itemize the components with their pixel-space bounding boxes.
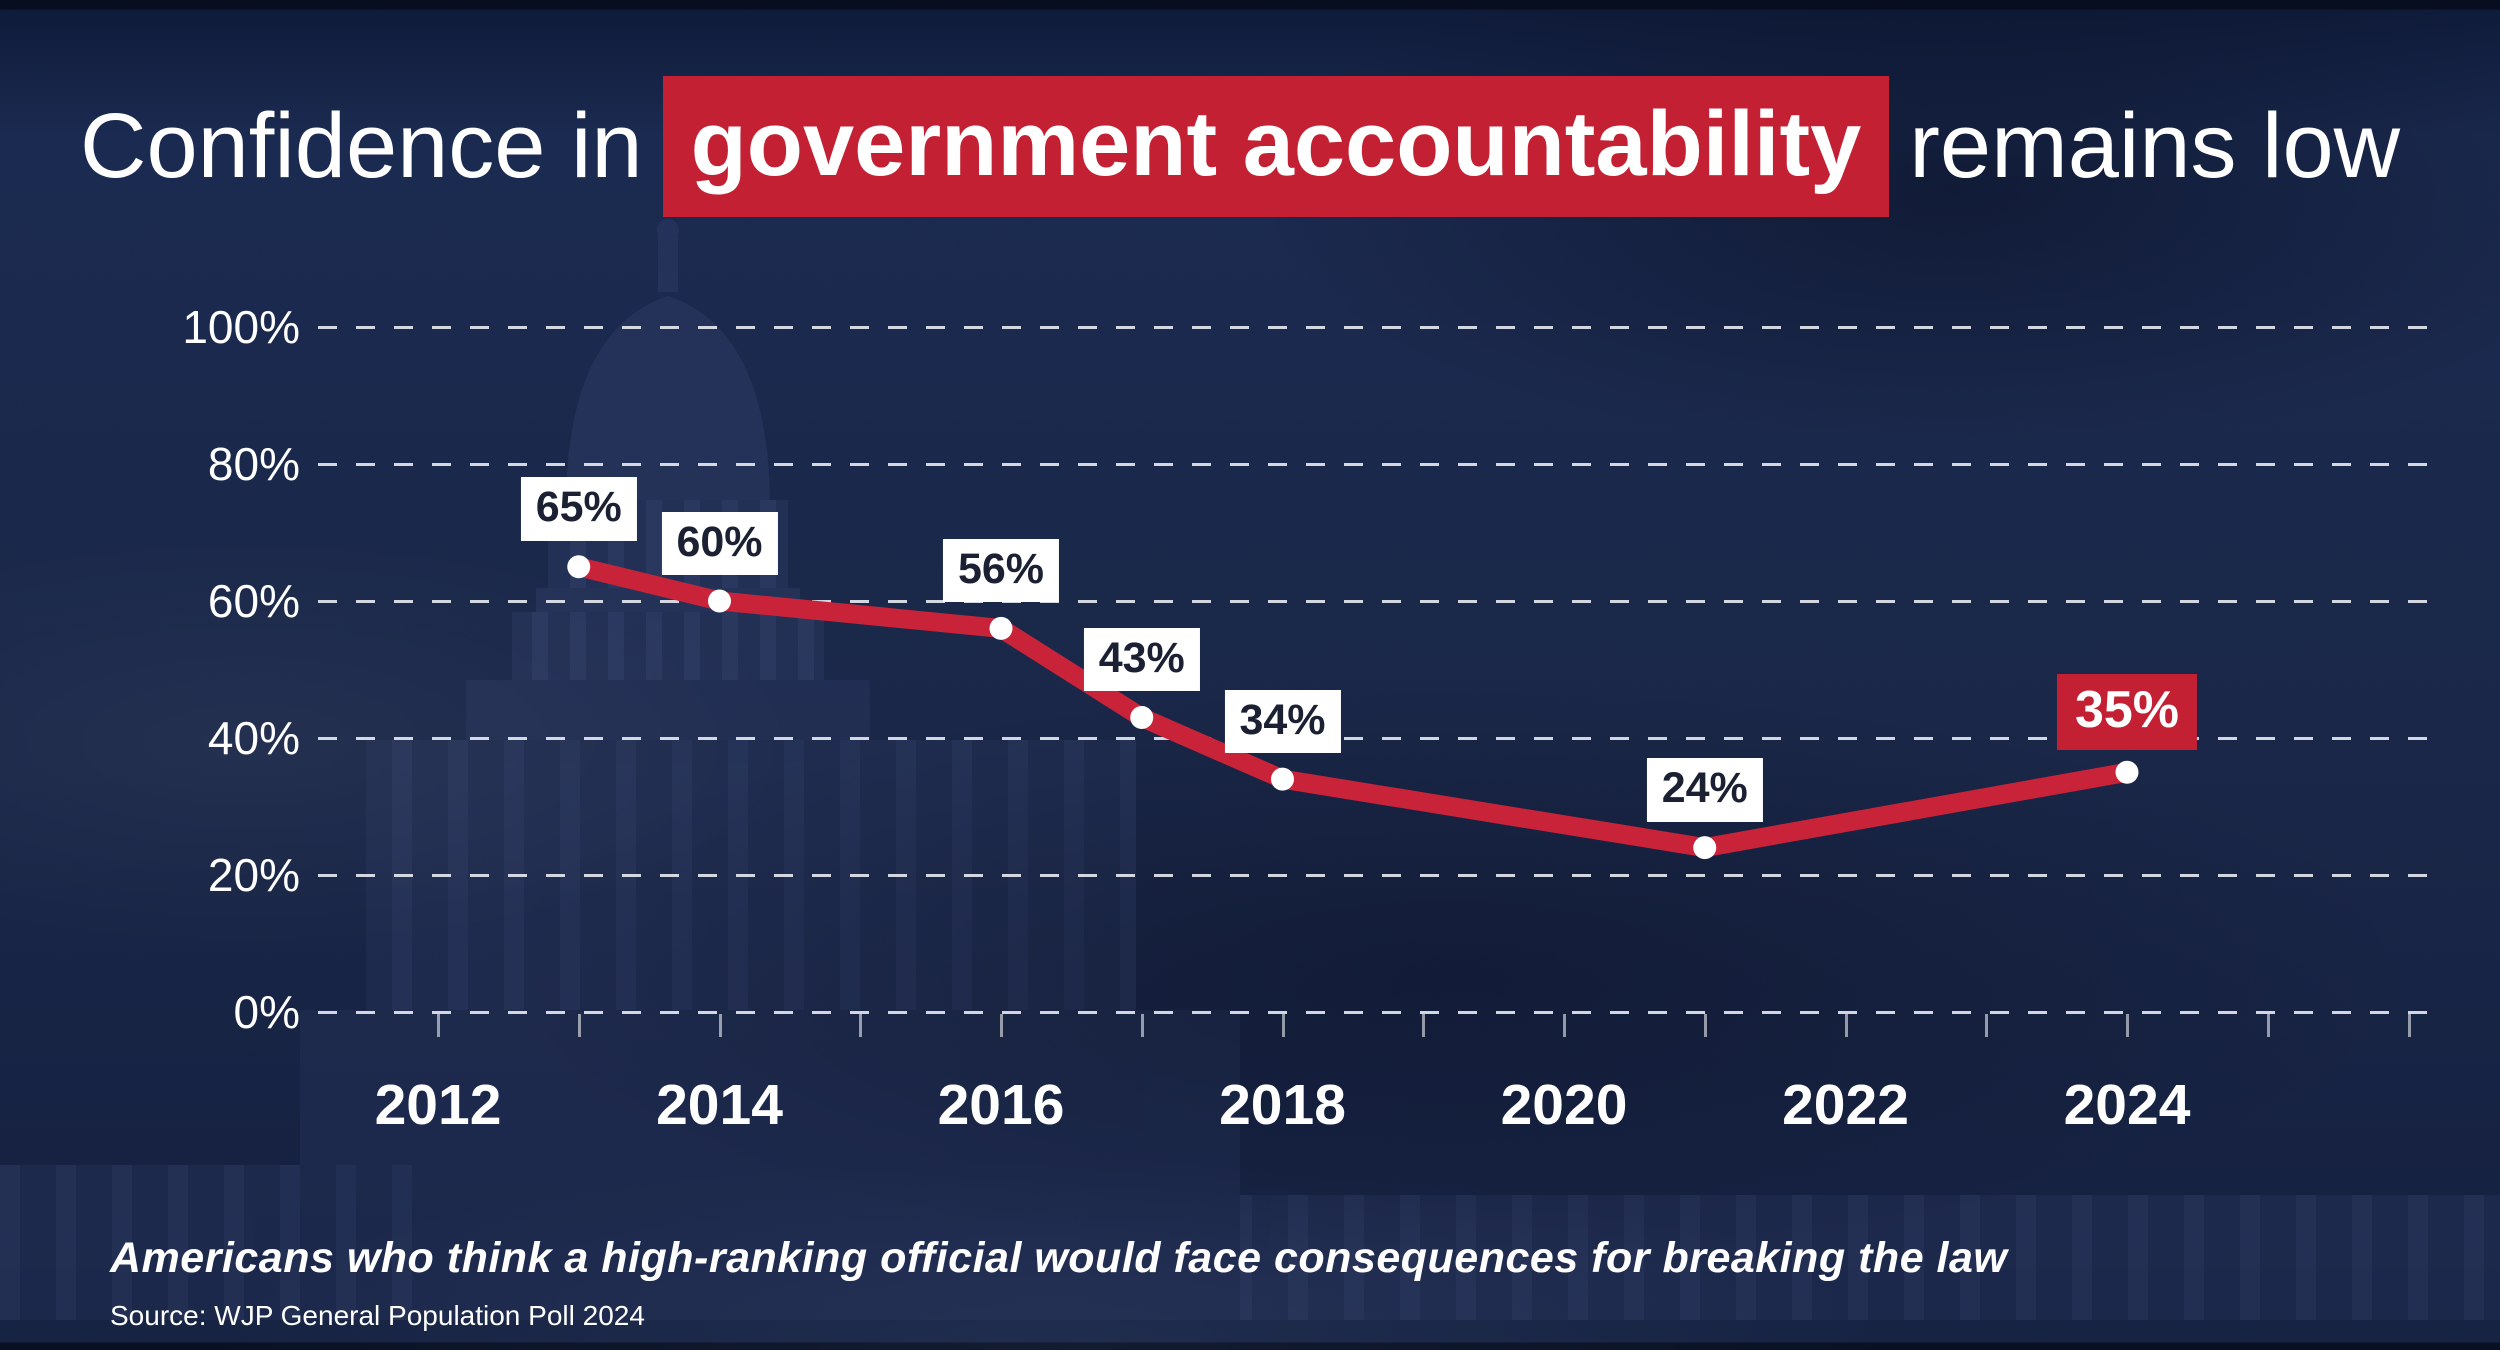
axis-tick — [1422, 1014, 1426, 1037]
data-label: 34% — [1224, 689, 1341, 754]
axis-tick — [1703, 1014, 1707, 1037]
y-axis-label: 60% — [207, 575, 300, 627]
title-prefix: Confidence in — [80, 94, 643, 197]
data-label: 24% — [1646, 758, 1763, 822]
data-point — [567, 555, 591, 579]
x-axis-label: 2012 — [374, 1073, 502, 1137]
chart-subtitle: Americans who think a high-ranking offic… — [110, 1234, 2008, 1282]
data-point — [1693, 836, 1717, 860]
source-note: Source: WJP General Population Poll 2024 — [110, 1300, 645, 1331]
data-point — [1130, 705, 1154, 729]
data-point — [989, 616, 1013, 640]
gridline — [318, 1011, 2442, 1014]
data-label: 60% — [661, 511, 778, 575]
y-axis-label: 20% — [207, 849, 300, 901]
axis-tick — [437, 1014, 440, 1037]
gridline — [318, 874, 2442, 877]
gridline — [318, 463, 2442, 466]
axis-tick — [2126, 1014, 2129, 1037]
title-highlight: government accountability — [662, 75, 1890, 217]
axis-tick — [2266, 1014, 2270, 1037]
axis-tick — [1985, 1014, 1989, 1037]
axis-tick — [1281, 1014, 1285, 1037]
axis-tick — [859, 1014, 863, 1037]
y-axis-label: 40% — [207, 712, 300, 764]
y-axis-label: 80% — [207, 438, 300, 490]
x-axis-label: 2024 — [2063, 1073, 2191, 1137]
title-suffix: remains low — [1909, 94, 2401, 197]
axis-tick — [718, 1014, 722, 1037]
page-title: Confidence in government accountability re… — [80, 75, 2401, 217]
axis-tick — [2407, 1014, 2411, 1037]
data-point — [2115, 760, 2139, 784]
x-axis-label: 2022 — [1782, 1073, 1909, 1137]
axis-tick — [1563, 1014, 1566, 1037]
gridline — [318, 326, 2442, 329]
x-axis-label: 2018 — [1219, 1073, 1346, 1137]
axis-tick — [1000, 1014, 1003, 1037]
axis-tick — [1140, 1014, 1144, 1037]
gridline — [318, 600, 2442, 603]
data-label: 56% — [942, 539, 1060, 603]
x-axis-label: 2014 — [656, 1073, 783, 1137]
data-point — [1271, 767, 1294, 791]
x-axis-label: 2016 — [937, 1073, 1065, 1137]
y-axis-label: 0% — [233, 986, 300, 1038]
trend-line — [569, 557, 2137, 858]
axis-tick — [577, 1014, 581, 1037]
axis-tick — [1844, 1014, 1848, 1037]
x-axis-label: 2020 — [1500, 1073, 1628, 1137]
data-label: 43% — [1083, 628, 1200, 692]
data-label: 65% — [520, 477, 637, 541]
y-axis-label: 100% — [182, 301, 300, 353]
data-label-highlight: 35% — [2056, 674, 2198, 751]
